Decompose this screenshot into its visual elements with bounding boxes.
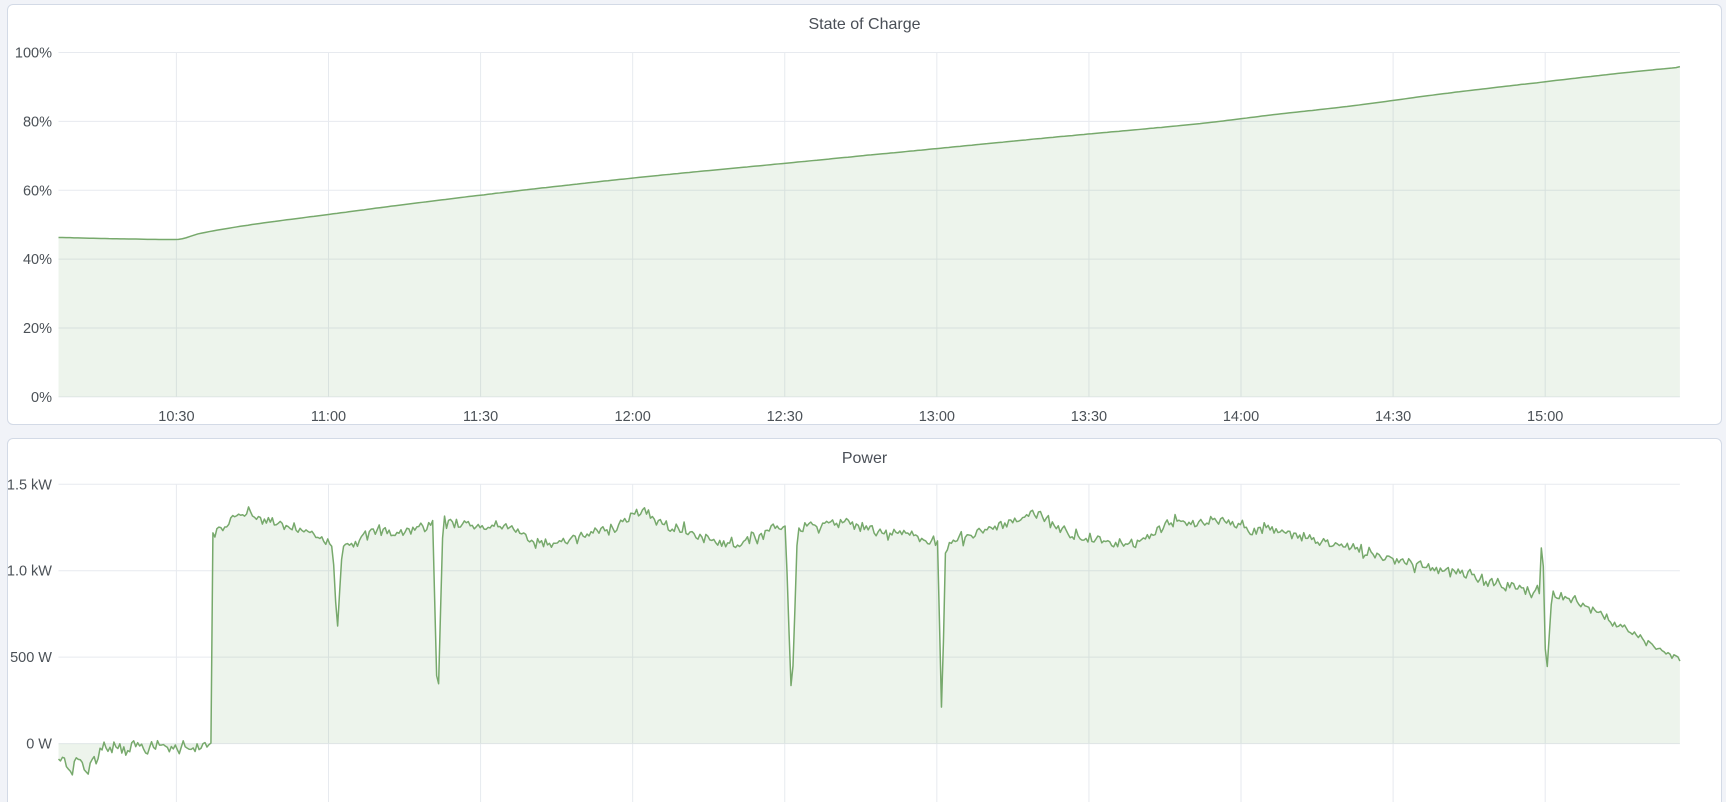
svg-text:40%: 40% xyxy=(23,252,52,268)
svg-text:1.5 kW: 1.5 kW xyxy=(8,477,52,493)
svg-text:12:00: 12:00 xyxy=(615,409,651,424)
svg-text:11:00: 11:00 xyxy=(311,409,346,424)
svg-text:13:00: 13:00 xyxy=(919,409,955,424)
svg-text:15:00: 15:00 xyxy=(1527,409,1563,424)
svg-text:100%: 100% xyxy=(15,46,52,62)
svg-text:10:30: 10:30 xyxy=(158,409,194,424)
svg-text:0 W: 0 W xyxy=(26,737,52,753)
svg-text:500 W: 500 W xyxy=(10,650,52,666)
svg-text:13:30: 13:30 xyxy=(1071,409,1107,424)
svg-text:14:00: 14:00 xyxy=(1223,409,1259,424)
svg-text:14:30: 14:30 xyxy=(1375,409,1411,424)
svg-text:80%: 80% xyxy=(23,114,52,130)
svg-text:0%: 0% xyxy=(31,390,52,406)
svg-text:1.0 kW: 1.0 kW xyxy=(8,564,52,580)
svg-text:60%: 60% xyxy=(23,183,52,199)
svg-text:20%: 20% xyxy=(23,321,52,337)
svg-text:11:30: 11:30 xyxy=(463,409,498,424)
svg-text:12:30: 12:30 xyxy=(767,409,803,424)
